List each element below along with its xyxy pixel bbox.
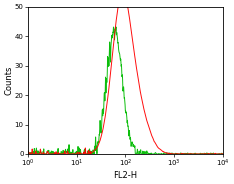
X-axis label: FL2-H: FL2-H bbox=[113, 171, 137, 180]
Y-axis label: Counts: Counts bbox=[4, 66, 13, 95]
